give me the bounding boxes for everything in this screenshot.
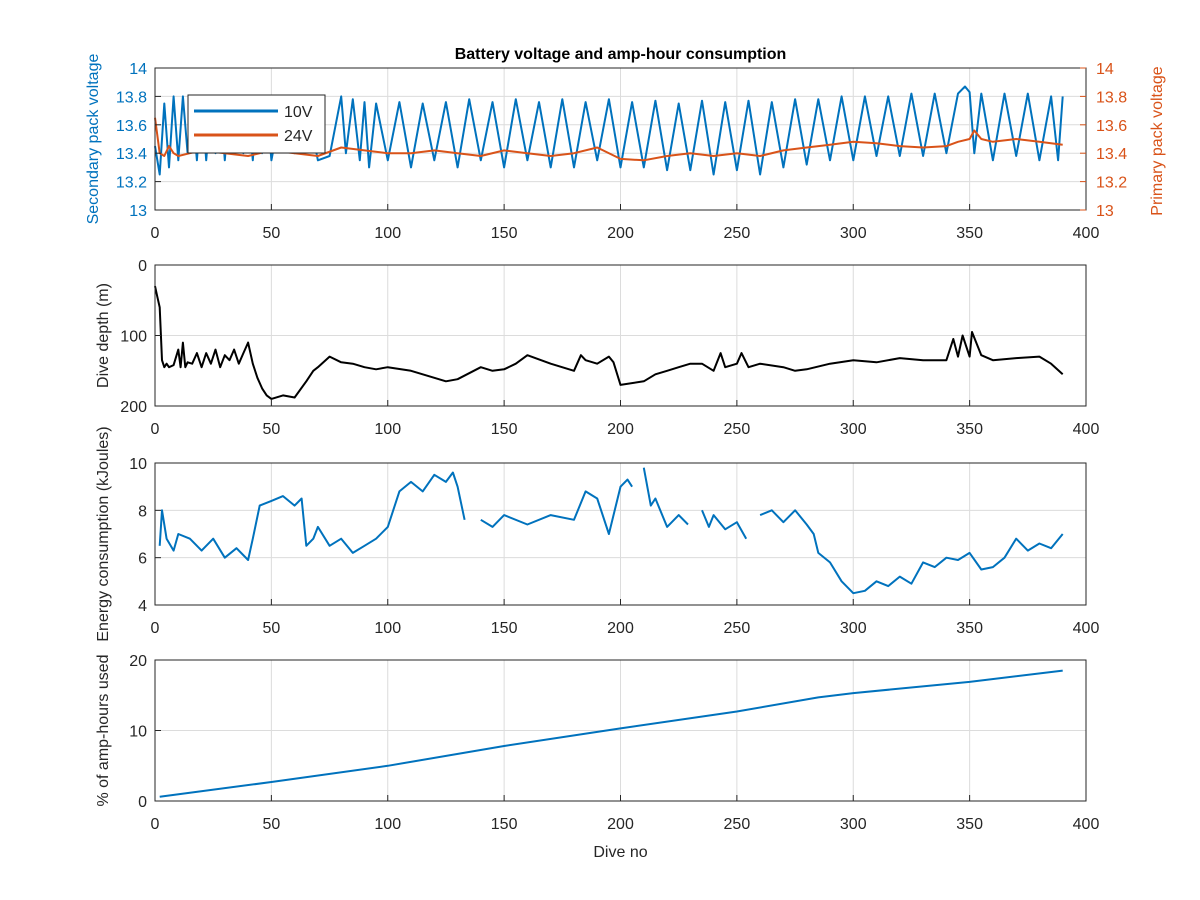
x-tick-label: 150: [491, 620, 518, 637]
series-line-s1: [154, 285, 1064, 400]
y-right-tick-label: 13: [1096, 203, 1114, 220]
series-line-s1: [159, 669, 1063, 798]
y-axis-label: Energy consumption (kJoules): [95, 426, 112, 641]
x-tick-label: 100: [374, 816, 401, 833]
y-tick-label: 13.8: [116, 89, 147, 106]
y-tick-label: 100: [120, 329, 147, 346]
y-right-tick-label: 13.8: [1096, 89, 1127, 106]
x-tick-label: 350: [956, 816, 983, 833]
y-tick-label: 4: [138, 598, 147, 615]
subplot-2: 0 50 100 150 200 250 300 350 400 0 100 200 Dive dept…: [95, 258, 1099, 438]
x-tick-label: 50: [262, 421, 280, 438]
y-axis-label: % of amp-hours used: [95, 654, 112, 806]
x-tick-label: 200: [607, 225, 634, 242]
x-tick-label: 100: [374, 620, 401, 637]
y-tick-label: 200: [120, 399, 147, 416]
chart-title: Battery voltage and amp-hour consumption: [455, 46, 787, 63]
x-tick-label: 300: [840, 421, 867, 438]
x-axis-label: Dive no: [593, 844, 647, 861]
y-axis-label-right: Primary pack voltage: [1149, 66, 1166, 215]
x-tick-label: 50: [262, 225, 280, 242]
y-tick-label: 10: [129, 456, 147, 473]
x-tick-label: 50: [262, 620, 280, 637]
x-tick-label: 200: [607, 421, 634, 438]
x-tick-label: 350: [956, 620, 983, 637]
y-tick-label: 13: [129, 203, 147, 220]
x-tick-label: 300: [840, 225, 867, 242]
series-line-s1-seg4: [701, 509, 748, 540]
y-axis-label-left: Secondary pack voltage: [85, 54, 102, 225]
y-tick-label: 13.2: [116, 175, 147, 192]
x-tick-label: 0: [151, 225, 160, 242]
legend-label-24v: 24V: [284, 128, 313, 145]
series-line-s1-seg2: [480, 478, 633, 535]
x-tick-label: 250: [724, 620, 751, 637]
y-tick-label: 0: [138, 794, 147, 811]
x-tick-label: 350: [956, 225, 983, 242]
x-tick-label: 200: [607, 620, 634, 637]
subplot-3: 0 50 100 150 200 250 300 350 400 4 6 8 10 Energy cons…: [95, 426, 1099, 641]
x-tick-label: 0: [151, 620, 160, 637]
y-tick-label: 0: [138, 258, 147, 275]
legend-label-10v: 10V: [284, 104, 313, 121]
x-tick-label: 0: [151, 816, 160, 833]
x-tick-label: 150: [491, 225, 518, 242]
x-tick-label: 0: [151, 421, 160, 438]
y-right-tick-label: 13.2: [1096, 175, 1127, 192]
x-tick-label: 400: [1073, 225, 1100, 242]
subplot-1: 0 50 100 150 200 250 300 350 400 13 13 13.2 13.2 13.4…: [85, 46, 1166, 242]
x-tick-label: 150: [491, 816, 518, 833]
y-tick-label: 8: [138, 503, 147, 520]
x-tick-label: 350: [956, 421, 983, 438]
x-tick-label: 100: [374, 225, 401, 242]
x-tick-label: 400: [1073, 620, 1100, 637]
x-tick-label: 400: [1073, 421, 1100, 438]
y-axis-label: Dive depth (m): [95, 283, 112, 388]
x-tick-label: 50: [262, 816, 280, 833]
y-right-tick-label: 13.4: [1096, 146, 1127, 163]
x-tick-label: 250: [724, 816, 751, 833]
x-tick-label: 250: [724, 421, 751, 438]
subplot-4: 0 50 100 150 200 250 300 350 400 0 10 20 % of amp-ho…: [95, 653, 1099, 861]
y-tick-label: 6: [138, 551, 147, 568]
x-tick-label: 150: [491, 421, 518, 438]
y-right-tick-label: 14: [1096, 61, 1114, 78]
x-tick-label: 300: [840, 620, 867, 637]
y-tick-label: 14: [129, 61, 147, 78]
series-line-s1-seg3: [642, 467, 689, 528]
x-tick-label: 400: [1073, 816, 1100, 833]
x-tick-label: 200: [607, 816, 634, 833]
y-tick-label: 13.6: [116, 118, 147, 135]
legend-box: [187, 94, 326, 154]
x-tick-label: 300: [840, 816, 867, 833]
y-tick-label: 10: [129, 724, 147, 741]
x-tick-label: 100: [374, 421, 401, 438]
x-tick-label: 250: [724, 225, 751, 242]
series-line-s1-seg1: [158, 471, 466, 561]
y-tick-label: 20: [129, 653, 147, 670]
y-tick-label: 13.4: [116, 146, 147, 163]
y-right-tick-label: 13.6: [1096, 118, 1127, 135]
series-line-s1-seg5: [759, 509, 1064, 595]
